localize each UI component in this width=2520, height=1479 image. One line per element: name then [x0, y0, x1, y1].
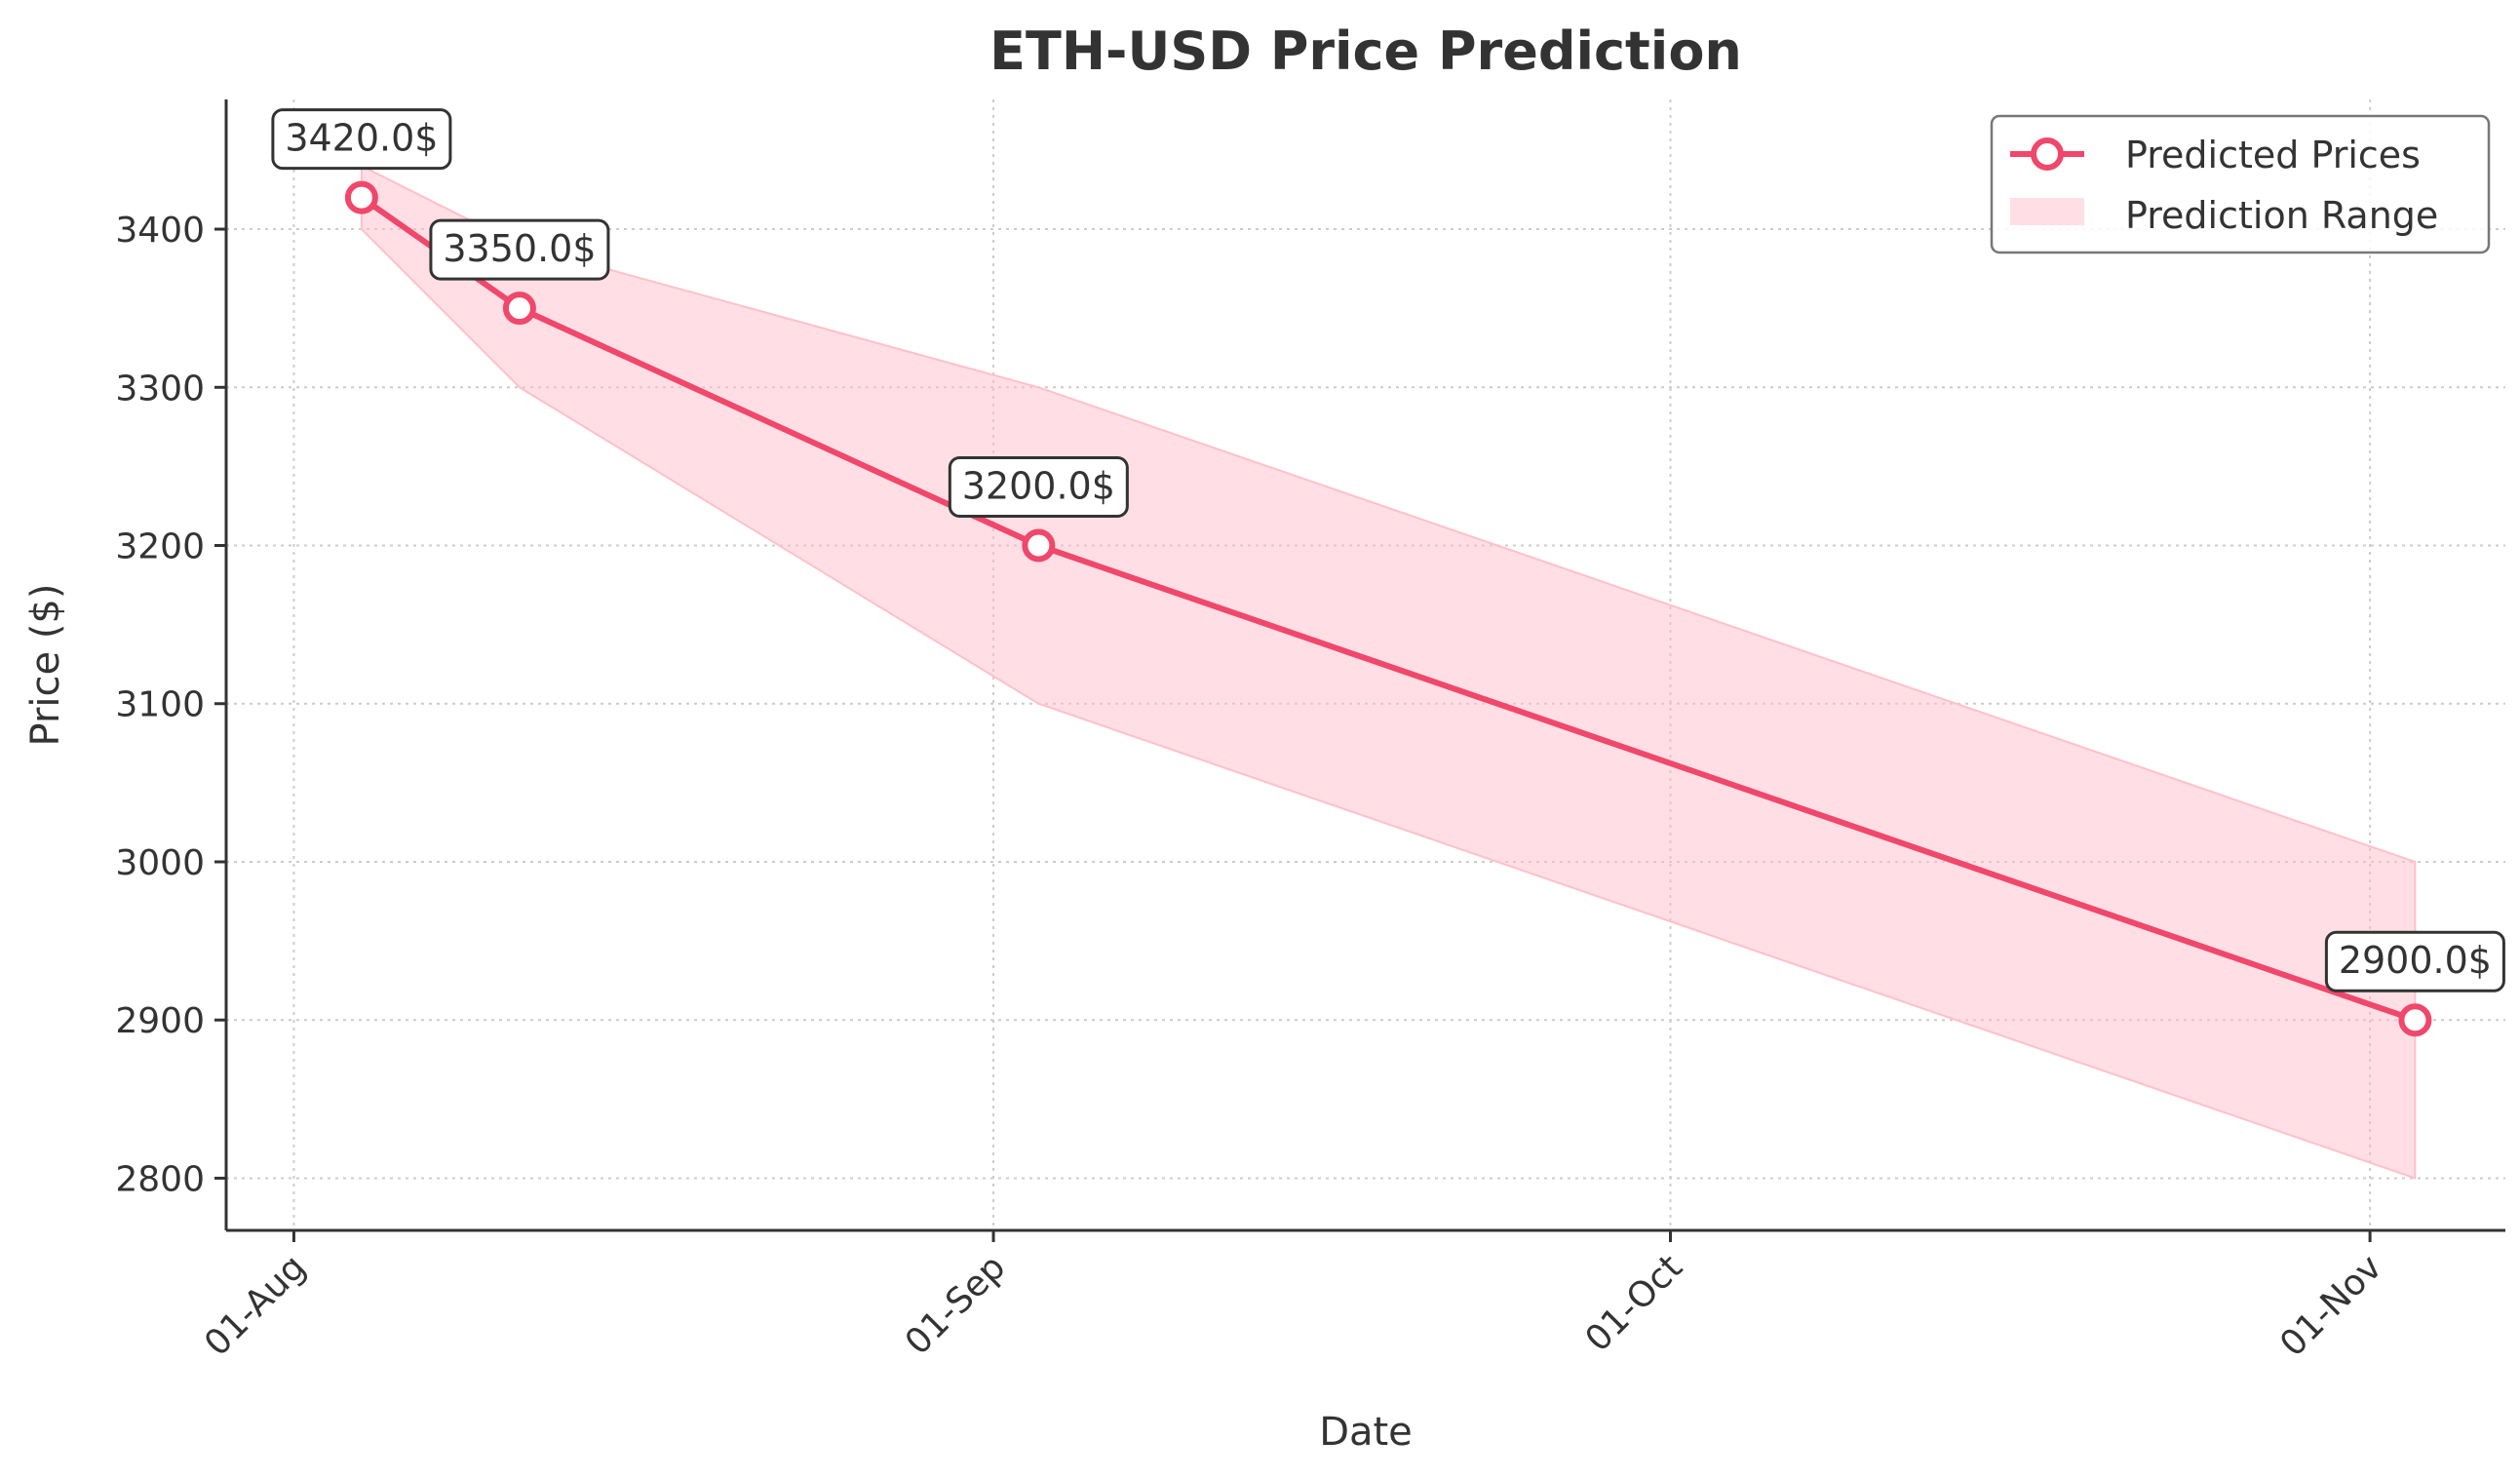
- y-tick-label: 2800: [115, 1159, 205, 1199]
- data-label-box: [429, 218, 610, 281]
- x-tick-label: 01-Nov: [2272, 1247, 2389, 1364]
- legend-marker-swatch: [2031, 137, 2064, 171]
- legend-range-swatch: [2010, 198, 2084, 225]
- y-tick-label: 3300: [115, 369, 205, 409]
- x-tick-label: 01-Oct: [1578, 1247, 1690, 1359]
- y-tick-label: 3400: [115, 211, 205, 251]
- x-tick-label: 01-Sep: [898, 1247, 1014, 1363]
- legend-frame: [1990, 114, 2491, 254]
- prediction-range-band-group: [360, 164, 2417, 1180]
- y-tick-label: 3000: [115, 843, 205, 883]
- prediction-range-band: [360, 164, 2417, 1180]
- x-axis-label: Date: [1319, 1410, 1413, 1455]
- data-label: 3200.0$: [962, 465, 1115, 508]
- data-label-box: [2324, 930, 2505, 992]
- data-label: 2900.0$: [2339, 939, 2492, 982]
- legend-label-prediction-range: Prediction Range: [2125, 194, 2438, 237]
- legend: Predicted Prices Prediction Range: [1990, 114, 2491, 254]
- legend-label-predicted-prices: Predicted Prices: [2125, 134, 2421, 176]
- data-label: 3350.0$: [443, 227, 596, 270]
- data-labels: 3420.0$ 3350.0$ 3200.0$ 2900.0$: [271, 108, 2505, 992]
- data-label: 3420.0$: [285, 117, 438, 160]
- chart-title: ETH-USD Price Prediction: [989, 20, 1742, 82]
- data-label-box: [271, 108, 452, 171]
- x-tick-label: 01-Aug: [197, 1247, 314, 1364]
- axes: [224, 99, 2505, 1232]
- data-point: [2398, 1003, 2432, 1037]
- y-tick-label: 3200: [115, 527, 205, 567]
- data-point: [502, 292, 536, 326]
- data-label-box: [948, 456, 1129, 519]
- data-point: [1022, 528, 1056, 563]
- y-axis-label: Price ($): [23, 584, 68, 747]
- data-point: [344, 180, 378, 214]
- y-tick-label: 3100: [115, 685, 205, 725]
- y-tick-label: 2900: [115, 1001, 205, 1041]
